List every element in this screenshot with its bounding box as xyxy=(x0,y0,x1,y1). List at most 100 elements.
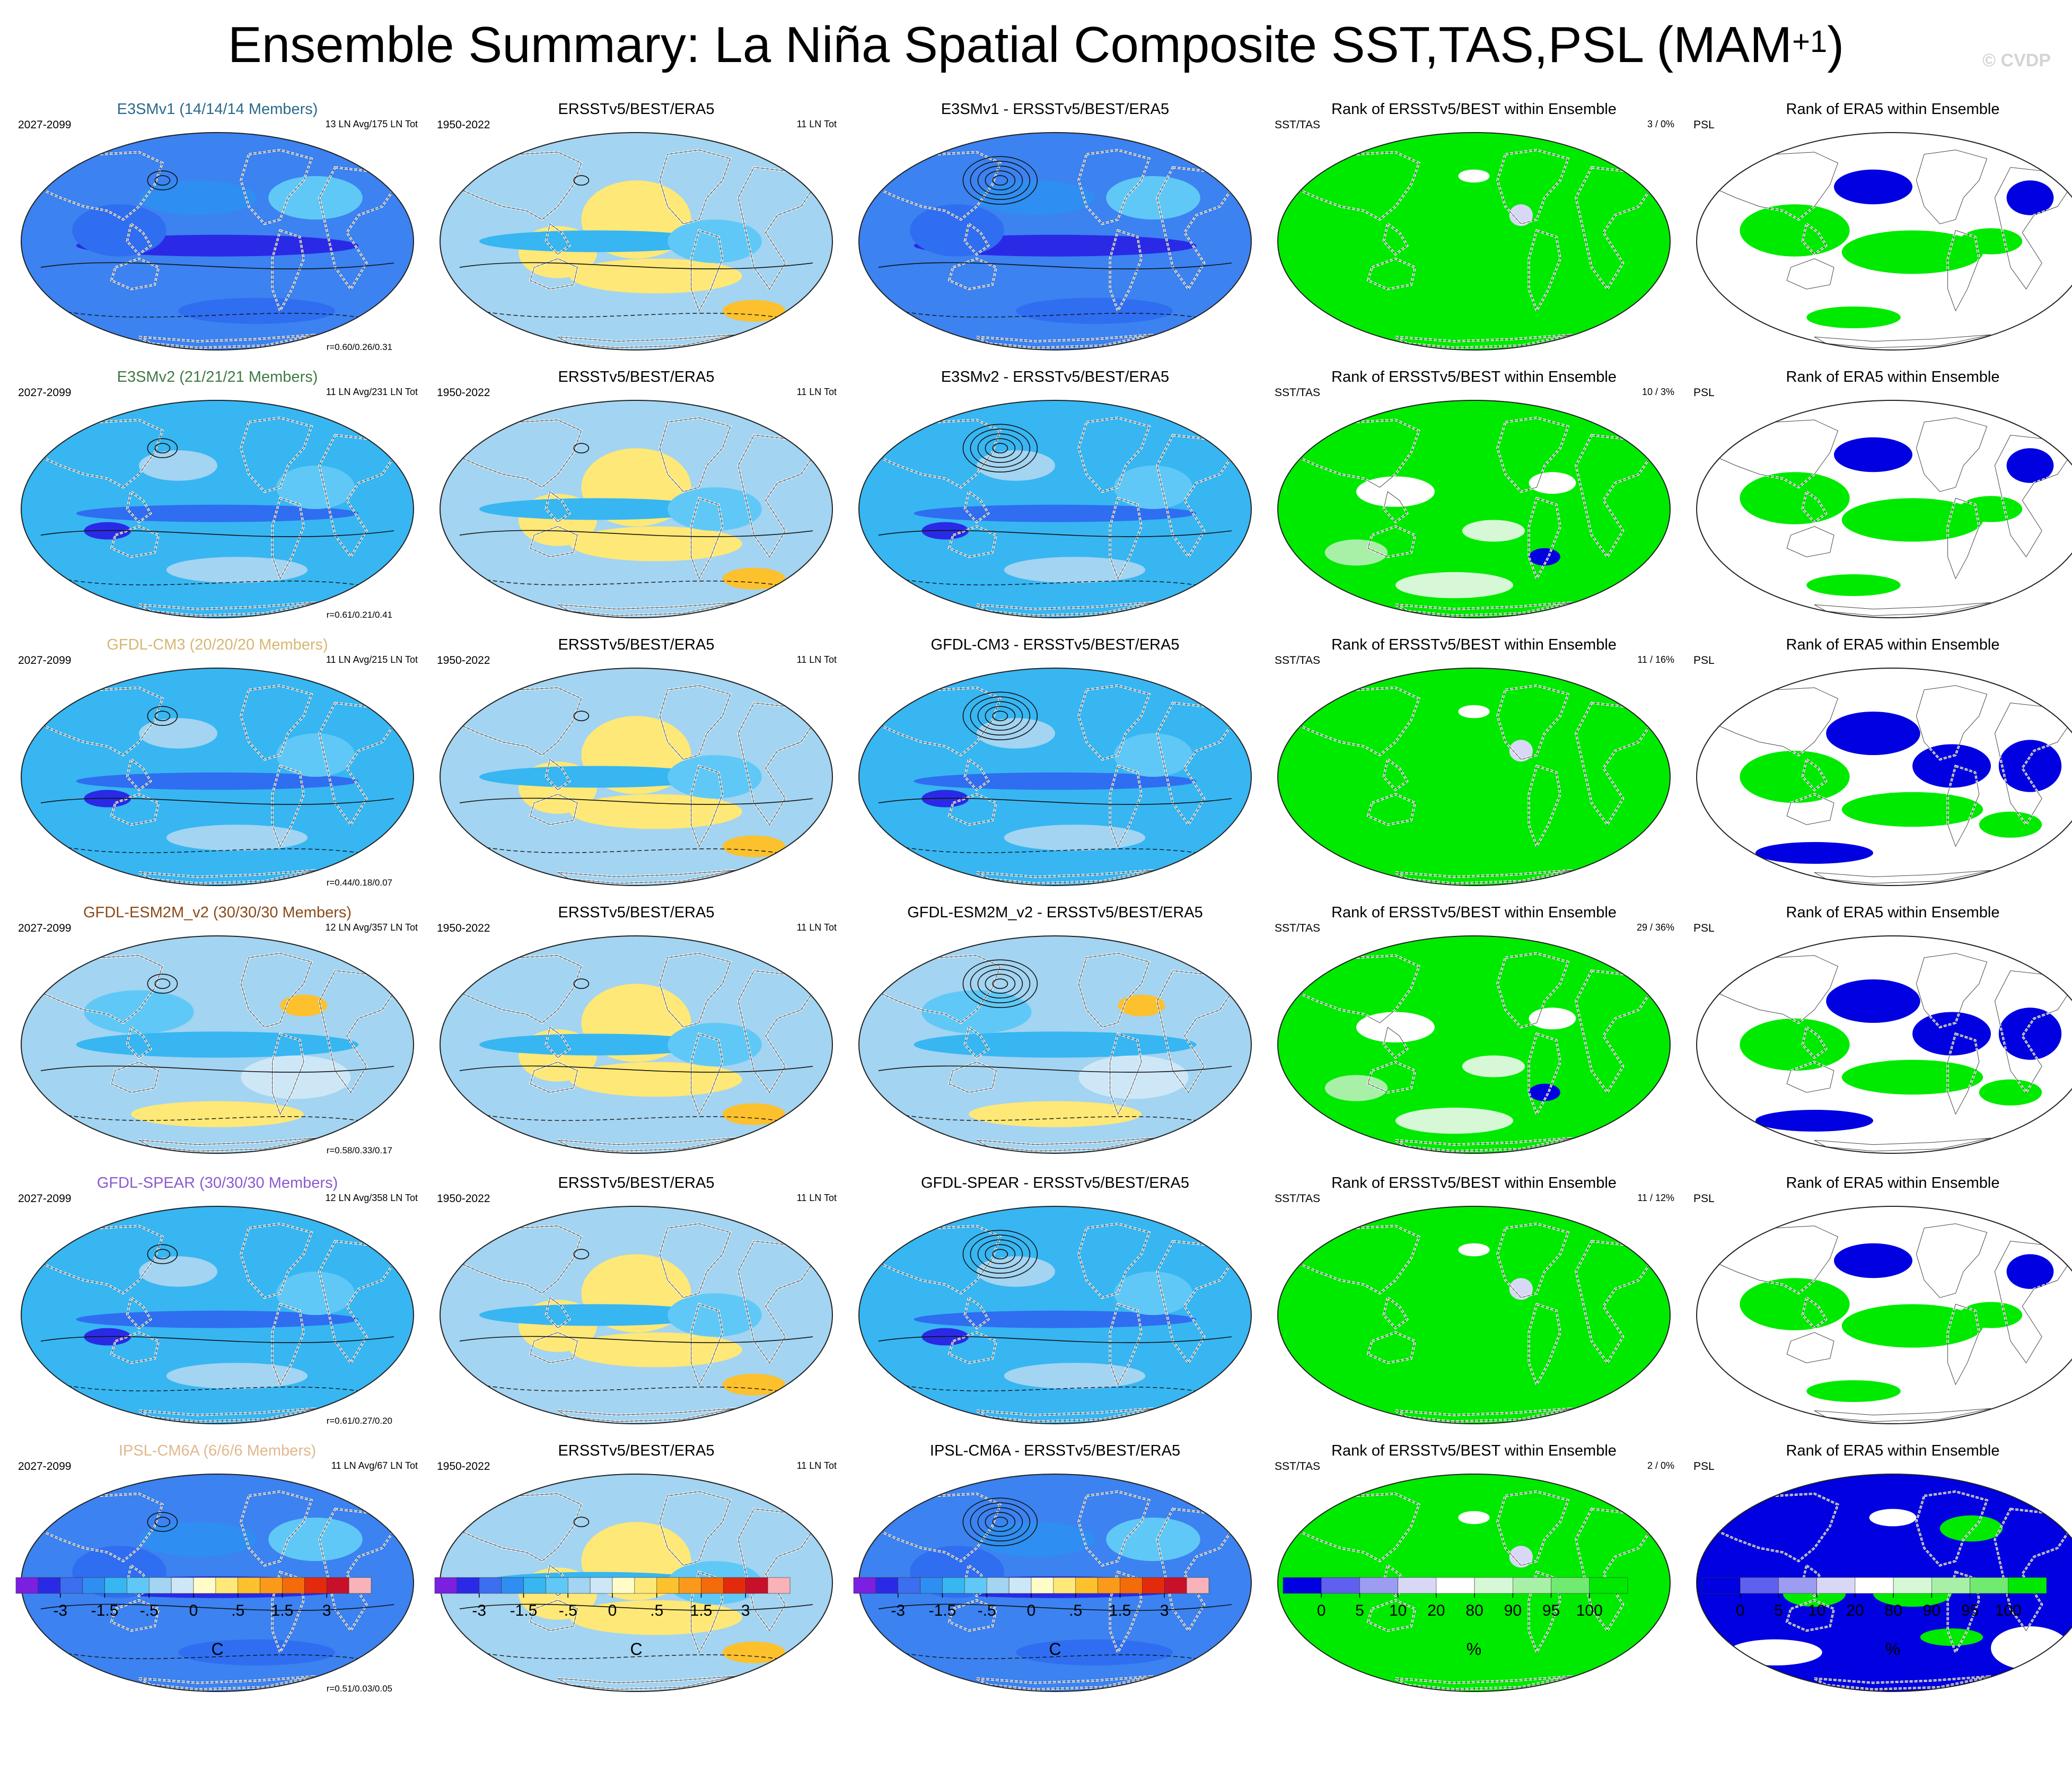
psl-contour xyxy=(962,424,1038,472)
map-anomaly-region xyxy=(1004,557,1146,583)
coastline-edge xyxy=(557,1137,735,1152)
colorbar-swatch xyxy=(348,1577,372,1594)
panel-stats: 11 LN Avg/67 LN Tot xyxy=(331,1460,418,1471)
psl-contour xyxy=(40,530,394,537)
coastline-edge xyxy=(546,759,570,791)
colorbar-swatch xyxy=(304,1577,327,1594)
map-border xyxy=(440,132,833,350)
panel-stats: 13 LN Avg/175 LN Tot xyxy=(325,119,418,129)
panel-period: 1950-2022 xyxy=(437,654,490,667)
panel-period: 1950-2022 xyxy=(437,922,490,934)
coastline-edge xyxy=(1786,794,1834,825)
psl-contour-negative xyxy=(479,578,794,588)
coastline-edge xyxy=(976,602,1154,616)
colorbar-swatch xyxy=(60,1577,83,1594)
colorbar-tick-label: 0 xyxy=(189,1602,198,1619)
map-border xyxy=(440,400,833,618)
map-svg xyxy=(21,400,414,618)
watermark: © CVDP xyxy=(1982,50,2051,71)
coastline-edge xyxy=(111,794,159,825)
coastline-edge xyxy=(1786,1062,1834,1093)
psl-contour-negative xyxy=(60,310,375,320)
coastline-edge xyxy=(1395,602,1573,616)
psl-contour-negative xyxy=(479,1652,794,1662)
coastline-edge xyxy=(1814,602,1991,616)
colorbar-swatch xyxy=(1186,1577,1209,1594)
map-anomaly-region xyxy=(914,772,1197,790)
map-svg xyxy=(21,1206,414,1424)
map-anomaly-region xyxy=(1004,825,1146,851)
coastline-edge xyxy=(1383,759,1408,791)
map-svg xyxy=(858,668,1252,886)
map-anomaly-region xyxy=(1078,1055,1189,1099)
map-svg xyxy=(858,400,1252,618)
panel-model: GFDL-CM3 (20/20/20 Members) 2027-2099 11 L… xyxy=(11,636,424,896)
map-border xyxy=(1277,935,1671,1154)
coastline-edge xyxy=(1367,526,1416,557)
panel-title: Rank of ERSSTv5/BEST within Ensemble xyxy=(1331,1175,1617,1191)
panel-period: PSL xyxy=(1693,387,1715,399)
panel-title: ERSSTv5/BEST/ERA5 xyxy=(558,101,715,118)
map-anomaly-region xyxy=(1841,792,1983,827)
panel-model: E3SMv2 (21/21/21 Members) 2027-2099 11 LN … xyxy=(11,369,424,628)
coastline-edge xyxy=(1814,1137,1991,1152)
map-border xyxy=(858,668,1252,886)
psl-contour xyxy=(962,691,1038,740)
map-anomaly-region xyxy=(1458,1243,1490,1257)
map-anomaly-region xyxy=(2006,180,2054,215)
coastline-edge xyxy=(1367,1062,1416,1093)
map-border xyxy=(1696,132,2072,350)
psl-contour xyxy=(573,978,590,989)
colorbar-swatch xyxy=(986,1577,1009,1594)
colorbar-tick-label: .5 xyxy=(650,1602,663,1619)
coastline-edge xyxy=(1110,765,1142,847)
colorbar-tick-label: 20 xyxy=(1427,1602,1445,1619)
psl-contour xyxy=(962,1230,1038,1278)
map-anomaly-region xyxy=(1959,228,2023,255)
colorbar-swatch xyxy=(2008,1577,2047,1594)
map-anomaly-region xyxy=(1529,548,1560,566)
psl-contour xyxy=(962,156,1038,205)
panel-stats: 11 / 16% xyxy=(1637,654,1674,665)
map-svg xyxy=(858,132,1252,350)
map-anomaly-region xyxy=(1529,472,1576,494)
panel-title: ERSSTv5/BEST/ERA5 xyxy=(558,636,715,653)
pattern-correlation: r=0.58/0.33/0.17 xyxy=(326,1145,392,1155)
coastline-edge xyxy=(1395,1676,1573,1690)
map-anomaly-region xyxy=(1324,1075,1388,1101)
coastline-edge xyxy=(1395,1137,1573,1152)
map-svg xyxy=(21,935,414,1154)
map-anomaly-region xyxy=(1458,169,1490,183)
map-anomaly-region xyxy=(1834,437,1912,472)
psl-contour xyxy=(147,1512,178,1532)
colorbar-swatch xyxy=(104,1577,127,1594)
map-anomaly-region xyxy=(569,1600,742,1635)
coastline-edge xyxy=(138,1408,316,1422)
coastline-edge xyxy=(1529,497,1561,580)
colorbar-swatch xyxy=(656,1577,679,1594)
coastline-edge xyxy=(964,223,989,255)
panel-rank-sst: Rank of ERSSTv5/BEST within Ensemble SST/… xyxy=(1267,369,1681,628)
psl-contour xyxy=(459,262,813,269)
map-border xyxy=(1696,935,2072,1154)
coastline-edge xyxy=(111,1600,159,1631)
coastline-edge xyxy=(949,258,997,290)
coastline-edge xyxy=(1367,1600,1416,1631)
colorbar-swatch xyxy=(1513,1577,1551,1594)
map-anomaly-region xyxy=(1834,1243,1912,1278)
colorbar-swatch xyxy=(701,1577,724,1594)
psl-contour-negative xyxy=(898,578,1213,588)
colorbar-swatch xyxy=(127,1577,150,1594)
panel-rank-psl: Rank of ERA5 within EnsemblePSL51% xyxy=(1686,369,2072,628)
map-anomaly-region xyxy=(1959,1302,2023,1328)
coastline-edge xyxy=(557,602,735,616)
map-anomaly-region xyxy=(1509,1546,1533,1568)
coastline-edge xyxy=(976,334,1154,348)
coastline-edge xyxy=(530,526,578,557)
psl-contour xyxy=(40,1603,394,1611)
panel-model: E3SMv1 (14/14/14 Members) 2027-2099 13 LN … xyxy=(11,101,424,361)
map-field xyxy=(1278,668,1670,886)
psl-contour-negative xyxy=(898,1114,1213,1124)
map-svg xyxy=(21,668,414,886)
coastline-edge xyxy=(1802,223,1827,255)
